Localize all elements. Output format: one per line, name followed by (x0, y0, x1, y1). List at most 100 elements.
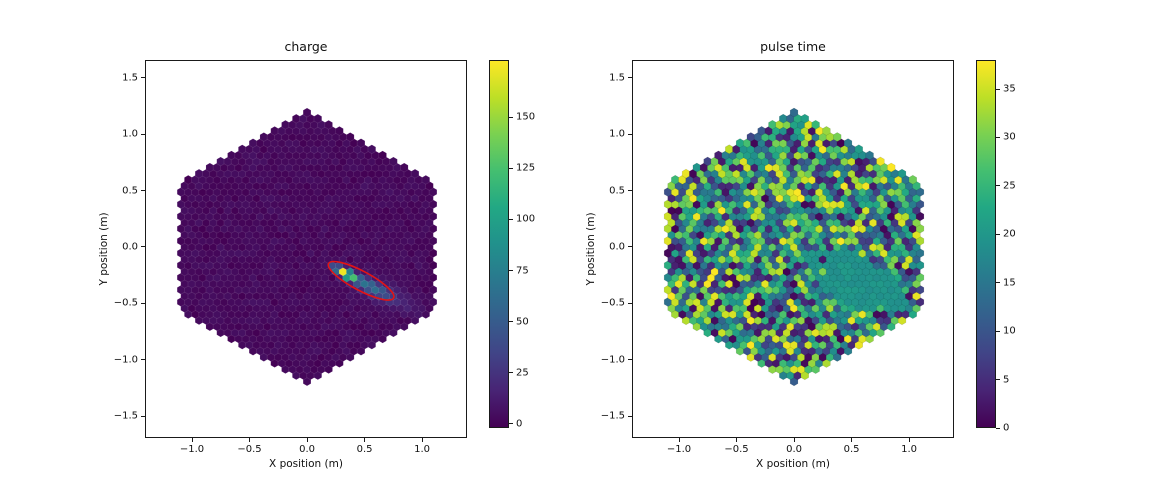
camera-pixel (779, 113, 788, 124)
x-tick (851, 438, 853, 442)
camera-pixel (421, 174, 431, 185)
y-tick-label: −0.5 (600, 297, 625, 309)
y-tick-label: 0.0 (122, 241, 138, 253)
pulse-time-plot-title: pulse time (760, 39, 826, 54)
camera-pixel (270, 125, 279, 136)
x-tick-label: 1.0 (414, 444, 430, 455)
camera-pixel (908, 174, 918, 185)
colorbar-tick (996, 330, 1000, 332)
camera-pixel (335, 125, 344, 136)
camera-pixel (735, 138, 745, 148)
colorbar-tick (996, 233, 1000, 235)
colorbar-tick-label: 25 (1003, 180, 1016, 192)
camera-pixel (389, 156, 398, 167)
colorbar-tick (996, 136, 1000, 138)
y-tick (141, 359, 145, 361)
colorbar-tick-label: 125 (516, 162, 536, 174)
charge-plot-title: charge (284, 39, 328, 54)
x-tick-label: −0.5 (724, 444, 749, 455)
colorbar-tick (996, 427, 1000, 429)
camera-pixel (800, 113, 810, 124)
camera-pixel (692, 162, 702, 173)
y-tick (141, 133, 145, 135)
colorbar-tick-label: 0 (516, 418, 523, 430)
y-tick (628, 133, 632, 135)
camera-pixel (367, 144, 377, 155)
colorbar-tick (509, 218, 513, 220)
x-tick (364, 438, 366, 442)
pulse-time-xaxis-label: X position (m) (756, 458, 830, 470)
y-tick-label: 1.5 (122, 72, 138, 84)
colorbar-tick (509, 321, 513, 323)
camera-pixel (789, 107, 799, 118)
y-tick-label: −1.0 (600, 354, 625, 366)
colorbar-tick-label: 35 (1003, 83, 1016, 95)
y-tick-label: 0.5 (122, 185, 138, 197)
pulse-time-hexmap (663, 107, 925, 387)
camera-pixel (205, 162, 215, 173)
y-tick (628, 77, 632, 79)
camera-pixel (854, 144, 864, 155)
camera-pixel (876, 156, 885, 167)
camera-pixel (184, 174, 193, 185)
y-tick (628, 359, 632, 361)
camera-pixel (324, 119, 333, 130)
pulse-time-axes (632, 60, 954, 438)
camera-pixel (410, 168, 420, 179)
y-tick-label: −1.5 (113, 410, 138, 422)
x-tick-label: 1.0 (901, 444, 917, 455)
camera-pixel (746, 132, 756, 142)
camera-pixel (292, 113, 301, 124)
colorbar-tick (996, 379, 1000, 381)
camera-pixel (356, 138, 366, 148)
colorbar-tick (996, 282, 1000, 284)
y-tick-label: −1.0 (113, 354, 138, 366)
x-tick (249, 438, 251, 442)
x-tick-label: 0.0 (786, 444, 802, 455)
y-tick (141, 246, 145, 248)
camera-pixel (865, 150, 874, 161)
colorbar-tick-label: 100 (516, 213, 536, 225)
camera-pixel (216, 156, 225, 167)
camera-pixel (399, 162, 409, 173)
pulse-time-colorbar (976, 60, 996, 428)
y-tick-label: 1.5 (609, 72, 625, 84)
camera-pixel (681, 168, 691, 179)
camera-pixel (248, 138, 258, 148)
y-tick (628, 190, 632, 192)
x-tick (908, 438, 910, 442)
colorbar-tick (996, 185, 1000, 187)
x-tick-label: −1.0 (179, 444, 205, 455)
camera-pixel (345, 132, 355, 142)
camera-pixel (768, 119, 777, 130)
x-tick-label: −0.5 (237, 444, 262, 455)
y-tick (141, 77, 145, 79)
y-tick (141, 415, 145, 417)
colorbar-tick-label: 150 (516, 111, 536, 123)
x-tick-label: 0.5 (356, 444, 373, 455)
x-tick (678, 438, 680, 442)
camera-pixel (757, 126, 766, 136)
charge-axes (145, 60, 467, 438)
colorbar-tick (509, 116, 513, 118)
y-tick-label: 0.5 (609, 185, 625, 197)
colorbar-tick (509, 270, 513, 272)
y-tick-label: 1.0 (609, 128, 625, 140)
camera-pixel (833, 132, 842, 142)
colorbar-tick (509, 423, 513, 425)
camera-pixel (822, 126, 831, 136)
x-tick (191, 438, 193, 442)
camera-pixel (725, 144, 734, 155)
y-tick-label: −0.5 (113, 297, 138, 309)
camera-pixel (811, 119, 820, 130)
camera-pixel (194, 168, 204, 179)
camera-pixel (843, 138, 853, 148)
camera-pixel (238, 144, 247, 155)
camera-pixel (313, 113, 323, 124)
y-tick (628, 302, 632, 304)
colorbar-tick-label: 30 (1003, 131, 1016, 143)
x-tick-label: 0.5 (843, 444, 860, 455)
x-tick (793, 438, 795, 442)
colorbar-tick (996, 88, 1000, 90)
camera-pixel (897, 168, 907, 179)
